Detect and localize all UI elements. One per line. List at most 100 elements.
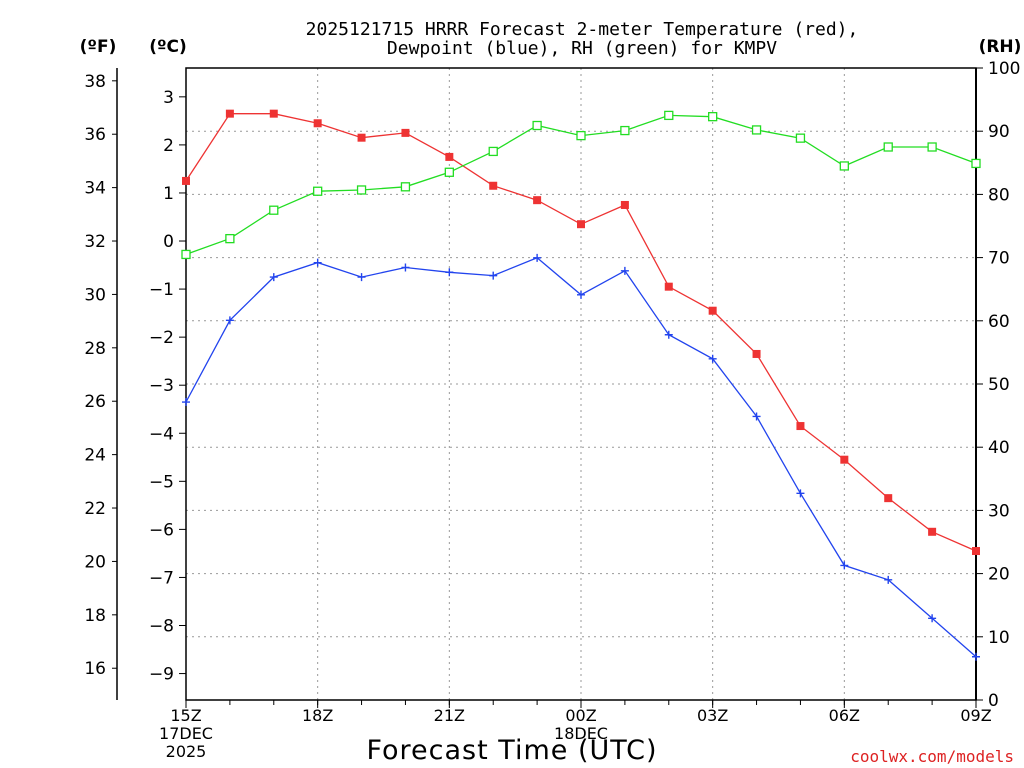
dewpoint-point xyxy=(972,652,980,661)
celsius-tick-label: 0 xyxy=(163,232,174,252)
x-tick-label: 18Z xyxy=(302,706,333,725)
celsius-tick-label: −5 xyxy=(149,472,174,492)
temperature-point xyxy=(752,349,761,358)
dewpoint-point xyxy=(489,271,498,280)
chart-title-line-2: Dewpoint (blue), RH (green) for KMPV xyxy=(387,38,777,59)
rh-point xyxy=(883,142,893,152)
credit-text: coolwx.com/models xyxy=(850,747,1014,766)
celsius-tick-label: −1 xyxy=(149,280,174,300)
dewpoint-point xyxy=(708,354,717,363)
rh-point xyxy=(971,158,981,169)
x-axis-label: Forecast Time (UTC) xyxy=(366,735,657,766)
temperature-point xyxy=(708,306,717,315)
x-tick-label: 00Z xyxy=(565,706,596,725)
temperature-point xyxy=(972,547,980,556)
rh-tick-label: 40 xyxy=(988,438,1010,458)
rh-tick-label: 10 xyxy=(988,628,1010,648)
temperature-point xyxy=(313,119,322,128)
x-tick-label: 17DEC xyxy=(159,724,213,743)
temperature-point xyxy=(225,109,234,118)
dewpoint-point xyxy=(445,268,454,277)
rh-point xyxy=(708,112,718,122)
temperature-point xyxy=(664,282,673,291)
x-tick-label: 21Z xyxy=(434,706,465,725)
fahrenheit-tick-label: 30 xyxy=(84,285,106,305)
rh-point xyxy=(751,125,762,135)
temperature-point xyxy=(357,133,366,142)
dewpoint-point xyxy=(796,489,805,498)
celsius-unit-label: (ºC) xyxy=(149,37,187,57)
celsius-tick-label: −4 xyxy=(149,424,174,444)
x-tick-label: 2025 xyxy=(166,742,207,761)
temperature-point xyxy=(884,494,893,503)
rh-point xyxy=(356,185,367,195)
rh-point xyxy=(620,125,630,136)
celsius-tick-label: −2 xyxy=(149,328,174,348)
fahrenheit-tick-label: 18 xyxy=(84,606,106,626)
rh-tick-label: 50 xyxy=(988,375,1010,395)
rh-point xyxy=(532,120,542,131)
dewpoint-point xyxy=(182,398,190,407)
rh-tick-label: 20 xyxy=(988,565,1010,585)
temperature-point xyxy=(445,152,454,161)
rh-tick-label: 100 xyxy=(988,59,1020,79)
fahrenheit-tick-label: 36 xyxy=(84,125,106,145)
rh-point xyxy=(225,233,235,244)
rh-point xyxy=(839,161,849,171)
chart-title-line-1: 2025121715 HRRR Forecast 2-meter Tempera… xyxy=(306,19,859,40)
rh-point xyxy=(576,130,586,141)
dewpoint-point xyxy=(577,290,585,299)
fahrenheit-unit-label: (ºF) xyxy=(80,37,117,57)
rh-point xyxy=(313,186,323,196)
fahrenheit-tick-label: 16 xyxy=(84,659,106,679)
dewpoint-point xyxy=(401,263,410,272)
x-tick-label: 09Z xyxy=(960,706,991,725)
rh-point xyxy=(400,182,411,192)
dewpoint-point xyxy=(752,412,761,421)
dewpoint-point xyxy=(840,561,849,570)
temperature-point xyxy=(796,422,805,431)
fahrenheit-tick-label: 28 xyxy=(84,339,106,359)
x-tick-label: 06Z xyxy=(829,706,860,725)
dewpoint-point xyxy=(928,614,937,623)
dewpoint-point xyxy=(313,258,322,267)
rh-point xyxy=(269,205,279,215)
series xyxy=(181,109,981,661)
rh-point xyxy=(444,167,454,177)
temperature-point xyxy=(840,455,849,464)
celsius-tick-label: −6 xyxy=(149,520,174,540)
rh-point xyxy=(181,249,191,260)
celsius-tick-label: −9 xyxy=(149,665,174,685)
axes: 3210−1−2−3−4−5−6−7−8−9383634323028262422… xyxy=(84,59,1020,761)
x-tick-label: 15Z xyxy=(170,706,201,725)
temperature-point xyxy=(489,181,498,190)
dewpoint-point xyxy=(664,330,673,339)
dewpoint-point xyxy=(620,266,629,275)
dewpoint-point xyxy=(533,253,542,262)
temperature-point xyxy=(533,196,542,205)
rh-point xyxy=(927,142,937,152)
rh-point xyxy=(664,110,674,121)
fahrenheit-tick-label: 32 xyxy=(84,232,106,252)
celsius-tick-label: −8 xyxy=(149,617,174,637)
grid xyxy=(186,68,976,700)
rh-tick-label: 60 xyxy=(988,312,1010,332)
fahrenheit-tick-label: 20 xyxy=(84,552,106,572)
dewpoint-point xyxy=(884,575,893,584)
temperature-point xyxy=(577,220,585,229)
celsius-tick-label: −3 xyxy=(149,376,174,396)
rh-tick-label: 70 xyxy=(988,249,1010,269)
rh-tick-label: 90 xyxy=(988,122,1010,142)
dewpoint-point xyxy=(269,273,278,282)
x-tick-label: 03Z xyxy=(697,706,728,725)
temperature-point xyxy=(401,128,410,137)
fahrenheit-tick-label: 22 xyxy=(84,499,106,519)
celsius-tick-label: −7 xyxy=(149,568,174,588)
plot-frame xyxy=(185,67,977,701)
dewpoint-point xyxy=(225,316,234,325)
x-tick-label: 18DEC xyxy=(554,724,608,743)
rh-tick-label: 80 xyxy=(988,185,1010,205)
temperature-point xyxy=(620,200,629,209)
fahrenheit-tick-label: 38 xyxy=(84,72,106,92)
